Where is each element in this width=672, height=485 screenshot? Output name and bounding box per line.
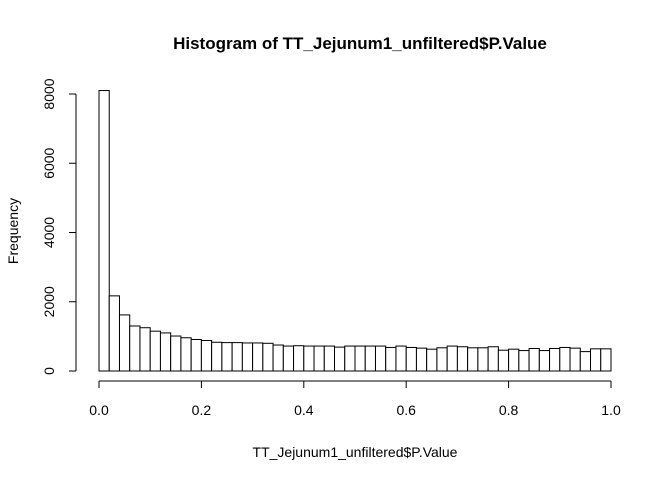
histogram-bar: [497, 349, 510, 372]
y-tick-label: 6000: [41, 147, 57, 178]
y-tick-label: 2000: [41, 286, 57, 317]
histogram-bar: [221, 342, 233, 372]
x-axis-title: TT_Jejunum1_unfiltered$P.Value: [253, 444, 458, 460]
histogram-bar: [549, 347, 561, 372]
x-tick-label: 0.8: [499, 402, 519, 418]
histogram-bar: [293, 345, 305, 372]
histogram-bar: [405, 346, 417, 372]
x-tick-label: 0.4: [294, 402, 314, 418]
histogram-bar: [313, 345, 325, 372]
x-tick-label: 1.0: [601, 402, 621, 418]
histogram-bar: [508, 348, 520, 372]
histogram-bar: [354, 345, 366, 372]
histogram-bar: [395, 345, 407, 372]
x-tick-label: 0.2: [192, 402, 212, 418]
histogram-bar: [272, 344, 284, 372]
histogram-bar: [559, 346, 571, 372]
histogram-bar: [477, 347, 489, 372]
histogram-bar: [231, 342, 243, 372]
histogram-bar: [262, 342, 274, 372]
histogram-bar: [180, 337, 192, 372]
histogram-bar: [108, 295, 120, 372]
histogram-bar: [129, 325, 141, 372]
y-axis-title: Frequency: [5, 198, 21, 264]
histogram-bar: [590, 348, 602, 372]
histogram-bar: [149, 330, 161, 372]
x-axis: 0.0 0.2 0.4 0.6 0.8 1.0: [89, 380, 621, 418]
histogram-bar: [467, 347, 479, 372]
histogram-bar: [436, 347, 448, 372]
histogram-bar: [170, 335, 182, 372]
histogram-bar: [426, 348, 438, 372]
histogram-bar: [159, 332, 172, 372]
histogram-bar: [528, 347, 540, 372]
histogram-bar: [200, 340, 213, 372]
chart-title: Histogram of TT_Jejunum1_unfiltered$P.Va…: [173, 34, 547, 53]
histogram-bar: [600, 348, 612, 372]
histogram-bar: [139, 327, 151, 372]
histogram-bar: [118, 314, 131, 372]
histogram-bar: [579, 351, 592, 372]
y-tick-label: 8000: [41, 78, 57, 109]
histogram-bar: [303, 345, 315, 372]
histogram-bar: [334, 346, 346, 372]
histogram-bar: [241, 342, 254, 372]
histogram-bar: [538, 350, 551, 372]
histogram-bar: [364, 345, 376, 372]
y-axis: 0 2000 4000 6000 8000: [41, 78, 77, 375]
histogram-bar: [518, 350, 530, 372]
histogram-bar: [374, 345, 387, 372]
histogram-bar: [446, 345, 458, 372]
y-tick-label: 4000: [41, 217, 57, 248]
histogram-bar: [344, 345, 356, 372]
x-tick-label: 0.6: [396, 402, 416, 418]
histogram-bar: [323, 345, 336, 372]
histogram-bar: [190, 338, 202, 372]
histogram-bar: [569, 347, 581, 372]
histogram-bar: [487, 346, 499, 372]
histogram-bar: [252, 342, 264, 372]
histogram-bar: [415, 347, 428, 372]
histogram-bar: [385, 346, 397, 372]
histogram-bar: [211, 341, 223, 372]
x-tick-label: 0.0: [89, 402, 109, 418]
histogram-bar: [98, 90, 110, 372]
histogram-bar: [282, 345, 295, 372]
y-tick-label: 0: [41, 367, 57, 375]
histogram-bar: [456, 346, 469, 372]
bars-group: [98, 90, 612, 372]
